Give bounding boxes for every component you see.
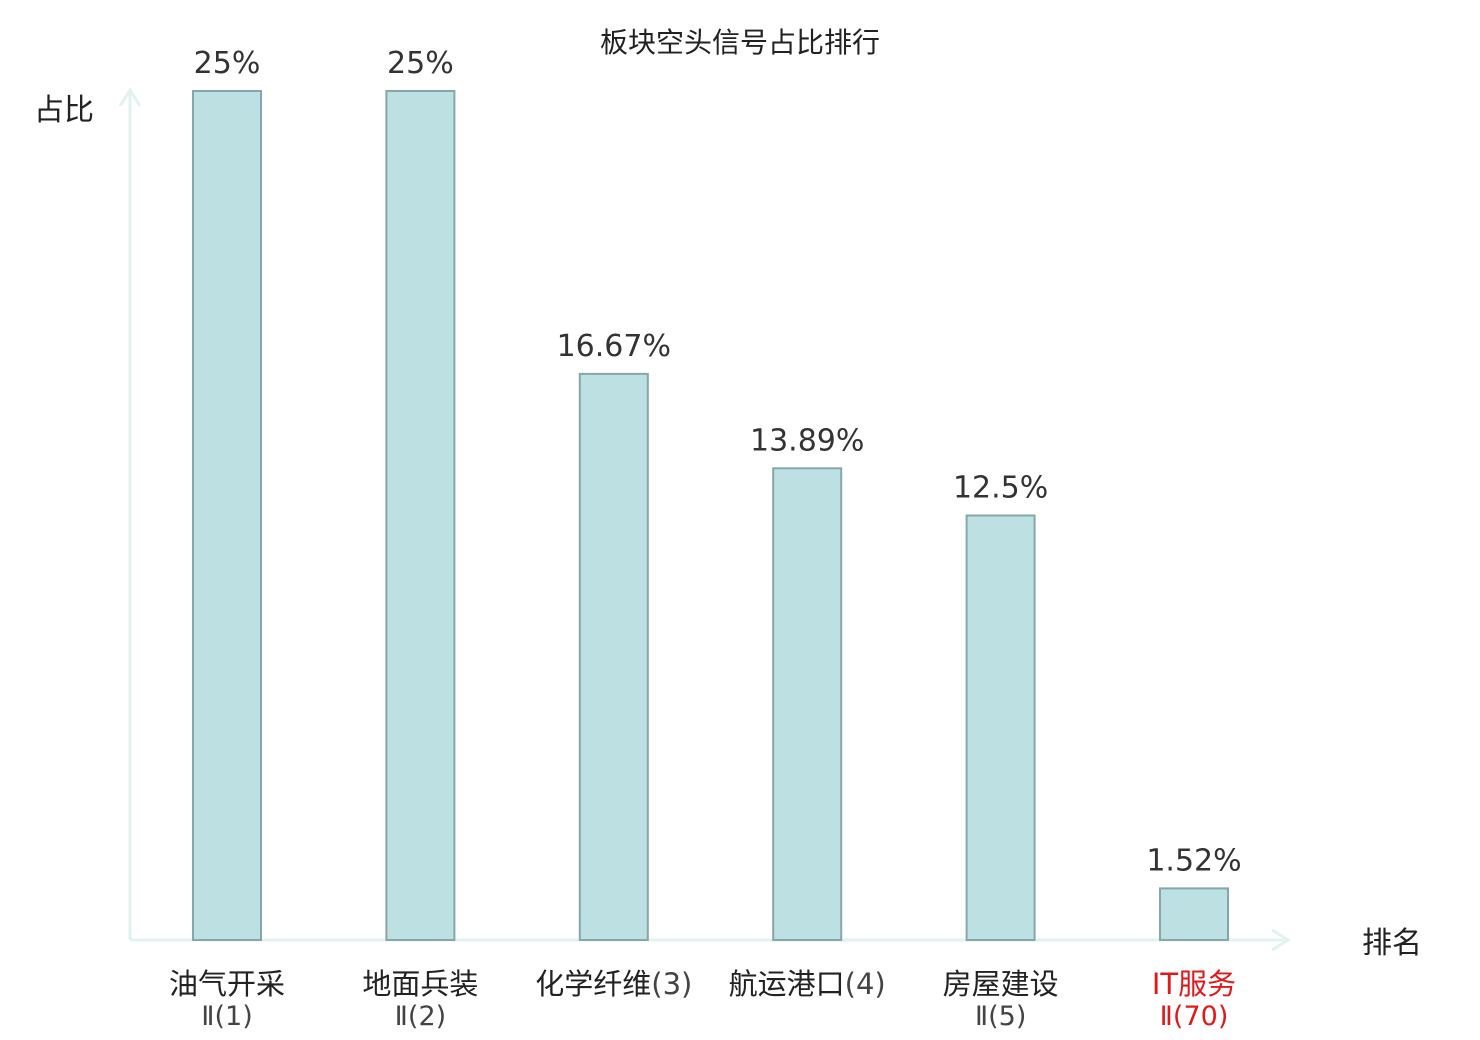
data-label-5: 12.5%: [953, 471, 1048, 506]
y-axis-arrow-icon: [118, 87, 142, 107]
tick-label-6: IT服务: [1152, 967, 1236, 1001]
data-label-2: 25%: [387, 46, 454, 81]
tick-rank-6: Ⅱ(70): [1160, 1001, 1229, 1032]
data-label-6: 1.52%: [1146, 843, 1241, 878]
chart-title: 板块空头信号占比排行: [600, 26, 880, 59]
bar-3: [578, 372, 649, 942]
bar-4: [772, 467, 843, 941]
bar-1: [192, 90, 262, 941]
y-axis-label: 占比: [34, 93, 94, 128]
tick-label-4: 航运港口(4): [729, 967, 886, 1001]
tick-label-rank: (4): [845, 967, 886, 1001]
data-label-3: 16.67%: [557, 329, 671, 364]
bar-5: [965, 514, 1036, 941]
bar-6: [1159, 887, 1229, 941]
data-label-1: 25%: [194, 46, 261, 81]
y-axis: [118, 87, 142, 940]
tick-label-3: 化学纤维(3): [535, 967, 692, 1001]
tick-label-name: 化学纤维: [535, 967, 651, 1001]
tick-rank-2: Ⅱ(2): [395, 1001, 447, 1032]
x-axis-label: 排名: [1362, 926, 1422, 961]
tick-rank-1: Ⅱ(1): [201, 1001, 253, 1032]
x-axis: [130, 928, 1291, 952]
bar-2: [385, 90, 456, 941]
tick-label-name: 航运港口: [729, 967, 845, 1001]
tick-label-5: 房屋建设: [943, 967, 1059, 1001]
tick-rank-5: Ⅱ(5): [975, 1001, 1027, 1032]
data-label-4: 13.89%: [750, 423, 864, 458]
x-axis-arrow-icon: [1271, 928, 1291, 952]
tick-label-2: 地面兵装: [362, 967, 478, 1001]
tick-label-rank: (3): [651, 967, 692, 1001]
tick-label-1: 油气开采: [169, 967, 285, 1001]
